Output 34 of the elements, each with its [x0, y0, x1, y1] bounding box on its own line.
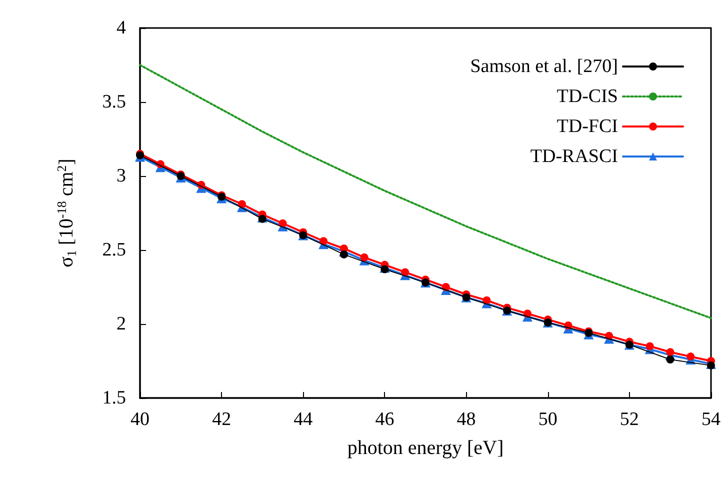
x-tick-label: 54 [702, 409, 721, 430]
x-tick-label: 42 [212, 409, 232, 430]
point [360, 253, 368, 262]
legend-label: TD-FCI [556, 116, 618, 137]
y-tick-label: 2 [116, 314, 126, 334]
point [482, 296, 491, 304]
point [707, 361, 715, 370]
x-tick-label: 40 [130, 409, 150, 430]
y-tick-label: 4 [116, 18, 126, 38]
y-tick-label: 3.5 [102, 92, 126, 112]
point [278, 219, 287, 228]
x-tick-label: 44 [294, 409, 314, 430]
y-tick-label: 3 [116, 166, 126, 186]
y-tick-label: 2.5 [102, 240, 126, 260]
point [320, 237, 328, 246]
x-tick-label: 52 [620, 409, 639, 430]
x-tick-label: 46 [375, 409, 394, 430]
x-tick-label: 50 [538, 409, 558, 430]
point [401, 268, 410, 276]
y-axis-title: σ1 [10-18 cm2] [54, 158, 79, 268]
point [340, 250, 348, 258]
point [380, 265, 389, 274]
point [686, 352, 695, 361]
point [666, 356, 674, 364]
y-tick-label: 1.5 [102, 388, 126, 408]
x-axis-title: photon energy [eV] [347, 437, 504, 459]
legend-label: TD-RASCI [530, 146, 618, 167]
point [238, 200, 246, 208]
legend-label: TD-CIS [556, 86, 618, 107]
legend-label: Samson et al. [270] [470, 56, 618, 77]
point [258, 214, 266, 223]
point [646, 342, 654, 350]
point [666, 348, 674, 356]
x-tick-label: 48 [456, 409, 476, 430]
